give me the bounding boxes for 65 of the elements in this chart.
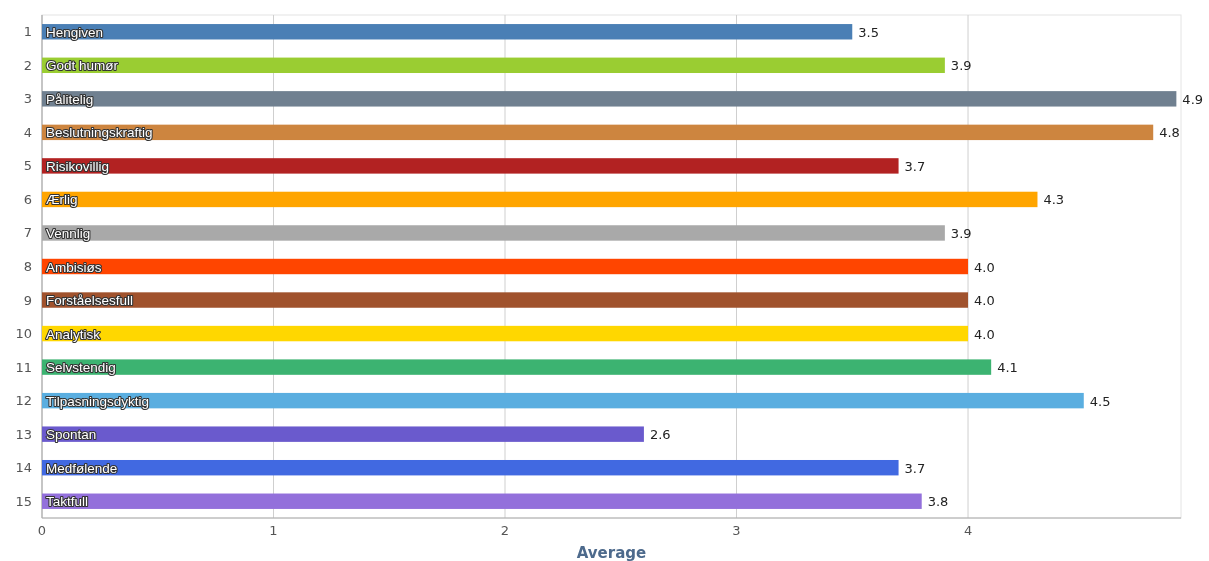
annotation: Ærlig — [46, 192, 78, 208]
y-tick-label: 12 — [15, 393, 32, 409]
y-tick-label: 8 — [23, 259, 32, 274]
bar — [42, 191, 1038, 208]
bar — [42, 158, 899, 174]
annotation: Tilpasningsdyktig — [46, 393, 150, 409]
data-label: 4.0 — [974, 293, 995, 309]
y-tick-label: 1 — [23, 24, 32, 40]
y-tick-label: 10 — [15, 326, 32, 342]
bar — [42, 124, 1154, 141]
annotation: Taktfull — [46, 494, 89, 510]
bar — [42, 91, 1177, 107]
data-label: 3.7 — [904, 158, 926, 174]
annotation: Hengiven — [46, 24, 104, 40]
y-tick-label: 4 — [23, 124, 32, 140]
bar — [42, 359, 992, 375]
bar — [42, 292, 969, 308]
y-tick-label: 14 — [15, 460, 32, 476]
data-label: 3.8 — [927, 494, 949, 510]
y-tick-label: 6 — [23, 191, 32, 207]
data-label: 4.0 — [974, 259, 995, 275]
data-label: 4.9 — [1182, 91, 1204, 107]
data-label: 4.3 — [1043, 192, 1065, 208]
data-label: 3.5 — [858, 24, 879, 40]
y-tick-label: 7 — [23, 225, 32, 241]
data-label: 4.0 — [974, 326, 995, 342]
y-tick-label: 9 — [23, 292, 32, 308]
bar — [42, 392, 1084, 409]
y-tick-label: 3 — [23, 91, 32, 107]
y-tick-label: 13 — [15, 426, 32, 442]
bar — [42, 57, 945, 74]
annotation: Godt humør — [46, 58, 119, 74]
x-tick-label: 2 — [500, 523, 510, 538]
annotation: Selvstendig — [46, 360, 116, 376]
data-label: 4.1 — [997, 360, 1018, 376]
data-label: 2.6 — [649, 427, 671, 443]
y-tick-label: 2 — [23, 57, 32, 73]
bar — [42, 493, 922, 509]
y-tick-label: 11 — [15, 359, 32, 375]
annotation: Risikovillig — [46, 158, 110, 174]
annotation: Forståelsesfull — [46, 293, 134, 309]
x-tick-label: 0 — [37, 523, 47, 538]
data-label: 4.8 — [1159, 125, 1180, 141]
x-tick-label: 1 — [269, 523, 278, 538]
annotation: Medfølende — [46, 460, 118, 476]
annotation: Pålitelig — [46, 91, 94, 107]
annotation: Ambisiøs — [46, 259, 102, 275]
data-label: 4.5 — [1089, 393, 1111, 409]
annotation: Beslutningskraftig — [46, 125, 153, 141]
annotation: Spontan — [46, 427, 97, 443]
annotation: Analytisk — [46, 326, 101, 342]
bar — [42, 325, 969, 342]
y-tick-label: 5 — [23, 158, 32, 174]
data-label: 3.7 — [904, 460, 926, 476]
data-label: 3.9 — [950, 58, 972, 74]
annotation: Vennlig — [46, 225, 91, 241]
bar — [42, 24, 853, 40]
bar — [42, 459, 899, 476]
bar — [42, 426, 644, 442]
data-label: 3.9 — [950, 225, 972, 241]
y-tick-label: 15 — [15, 493, 32, 509]
bar — [42, 258, 969, 275]
x-tick-label: 3 — [732, 523, 741, 538]
x-axis-title: Average — [576, 544, 647, 561]
x-tick-label: 4 — [963, 523, 973, 538]
